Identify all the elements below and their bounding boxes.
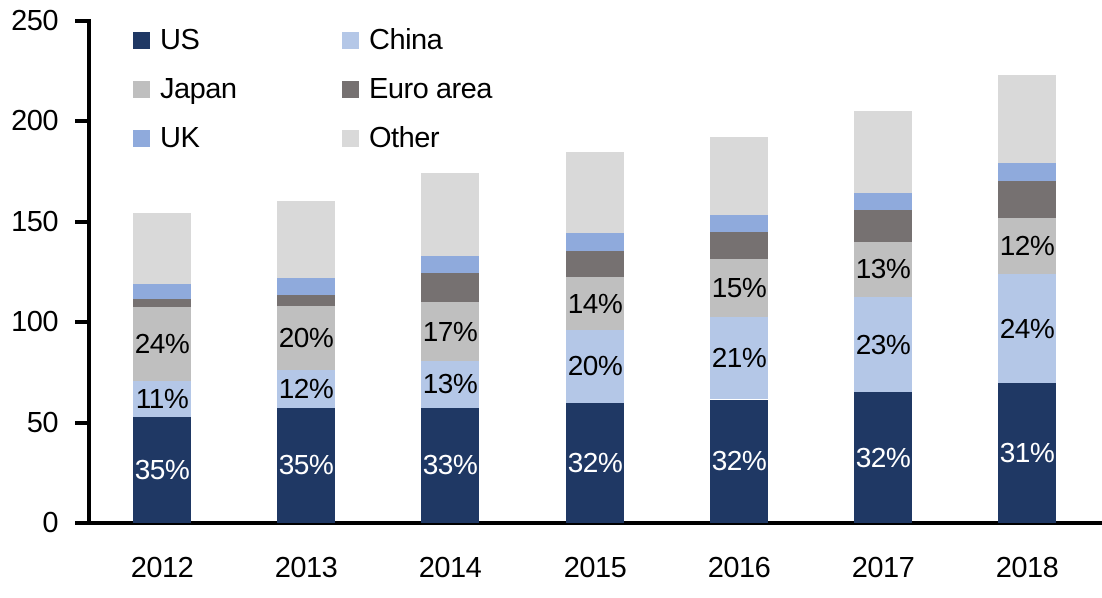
bar-segment-us-2012 [133, 416, 191, 523]
x-tick-label-2017: 2017 [851, 552, 915, 584]
bar-segment-other-2013 [277, 200, 335, 278]
bar-segment-other-2018 [998, 75, 1056, 163]
bar-segment-japan-2018 [998, 217, 1056, 274]
bar-segment-uk-2012 [133, 284, 191, 300]
y-tick-mark [75, 420, 89, 425]
legend-label-uk: UK [160, 122, 200, 154]
y-tick-label: 100 [11, 306, 58, 339]
bar-segment-china-2018 [998, 274, 1056, 384]
bar-segment-other-2012 [133, 212, 191, 285]
bar-segment-china-2016 [710, 317, 768, 400]
y-tick-label: 50 [26, 406, 59, 439]
bar-segment-uk-2017 [854, 192, 912, 210]
bar-segment-us-2016 [710, 399, 768, 523]
legend-swatch-uk [133, 129, 150, 147]
y-tick-mark [75, 320, 89, 325]
bar-segment-us-2014 [421, 407, 479, 523]
bar-segment-other-2017 [854, 111, 912, 193]
bar-segment-euro-area-2012 [133, 299, 191, 308]
bar-segment-china-2014 [421, 361, 479, 408]
legend-label-china: China [369, 24, 443, 56]
bar-segment-japan-2017 [854, 241, 912, 298]
bar-segment-other-2014 [421, 172, 479, 256]
legend-swatch-other [342, 129, 359, 147]
legend-label-us: US [160, 24, 200, 56]
bar-segment-euro-area-2014 [421, 273, 479, 303]
bar-segment-china-2013 [277, 370, 335, 408]
legend-item-japan: Japan [133, 73, 237, 105]
y-tick-mark [75, 521, 89, 525]
bar-segment-uk-2014 [421, 255, 479, 273]
bar-segment-japan-2015 [566, 277, 624, 331]
y-tick-label: 200 [11, 105, 58, 138]
legend-swatch-euro-area [342, 80, 359, 98]
x-tick-label-2015: 2015 [563, 552, 627, 584]
bar-segment-japan-2013 [277, 306, 335, 371]
bar-segment-japan-2016 [710, 258, 768, 318]
bar-segment-japan-2014 [421, 302, 479, 362]
y-tick-mark [75, 119, 89, 124]
bar-segment-euro-area-2018 [998, 180, 1056, 218]
x-tick-label-2012: 2012 [130, 552, 194, 584]
bar-segment-china-2017 [854, 297, 912, 393]
bar-segment-uk-2016 [710, 214, 768, 232]
bar-segment-us-2015 [566, 402, 624, 523]
y-axis-line [87, 19, 91, 525]
y-tick-label: 250 [11, 5, 58, 37]
bar-segment-euro-area-2013 [277, 295, 335, 307]
x-tick-label-2018: 2018 [995, 552, 1059, 584]
legend-swatch-china [342, 31, 359, 49]
bar-segment-us-2013 [277, 407, 335, 523]
bar-segment-us-2017 [854, 392, 912, 523]
bar-segment-uk-2015 [566, 232, 624, 251]
legend-label-japan: Japan [160, 73, 237, 105]
legend-item-euro-area: Euro area [342, 73, 492, 105]
x-axis-line [87, 521, 1102, 525]
legend-label-other: Other [369, 122, 440, 154]
bar-segment-other-2015 [566, 151, 624, 233]
legend-item-us: US [133, 24, 200, 56]
x-tick-label-2016: 2016 [707, 552, 771, 584]
bar-segment-china-2015 [566, 330, 624, 403]
bar-segment-euro-area-2017 [854, 209, 912, 242]
legend-item-other: Other [342, 122, 440, 154]
x-tick-label-2014: 2014 [418, 552, 482, 584]
legend-swatch-us [133, 31, 150, 49]
y-tick-mark [75, 219, 89, 224]
y-tick-mark [75, 19, 89, 23]
legend-item-china: China [342, 24, 443, 56]
bar-segment-us-2018 [998, 383, 1056, 523]
legend-item-uk: UK [133, 122, 200, 154]
legend-swatch-japan [133, 80, 150, 98]
x-tick-label-2013: 2013 [274, 552, 338, 584]
bar-segment-euro-area-2016 [710, 231, 768, 259]
bar-segment-japan-2012 [133, 307, 191, 382]
bar-segment-euro-area-2015 [566, 250, 624, 277]
legend-label-euro-area: Euro area [369, 73, 492, 105]
bar-segment-china-2012 [133, 381, 191, 417]
y-tick-label: 0 [42, 507, 58, 539]
bar-segment-uk-2013 [277, 278, 335, 296]
bar-segment-other-2016 [710, 137, 768, 215]
bar-segment-uk-2018 [998, 162, 1056, 181]
y-tick-label: 150 [11, 205, 58, 238]
